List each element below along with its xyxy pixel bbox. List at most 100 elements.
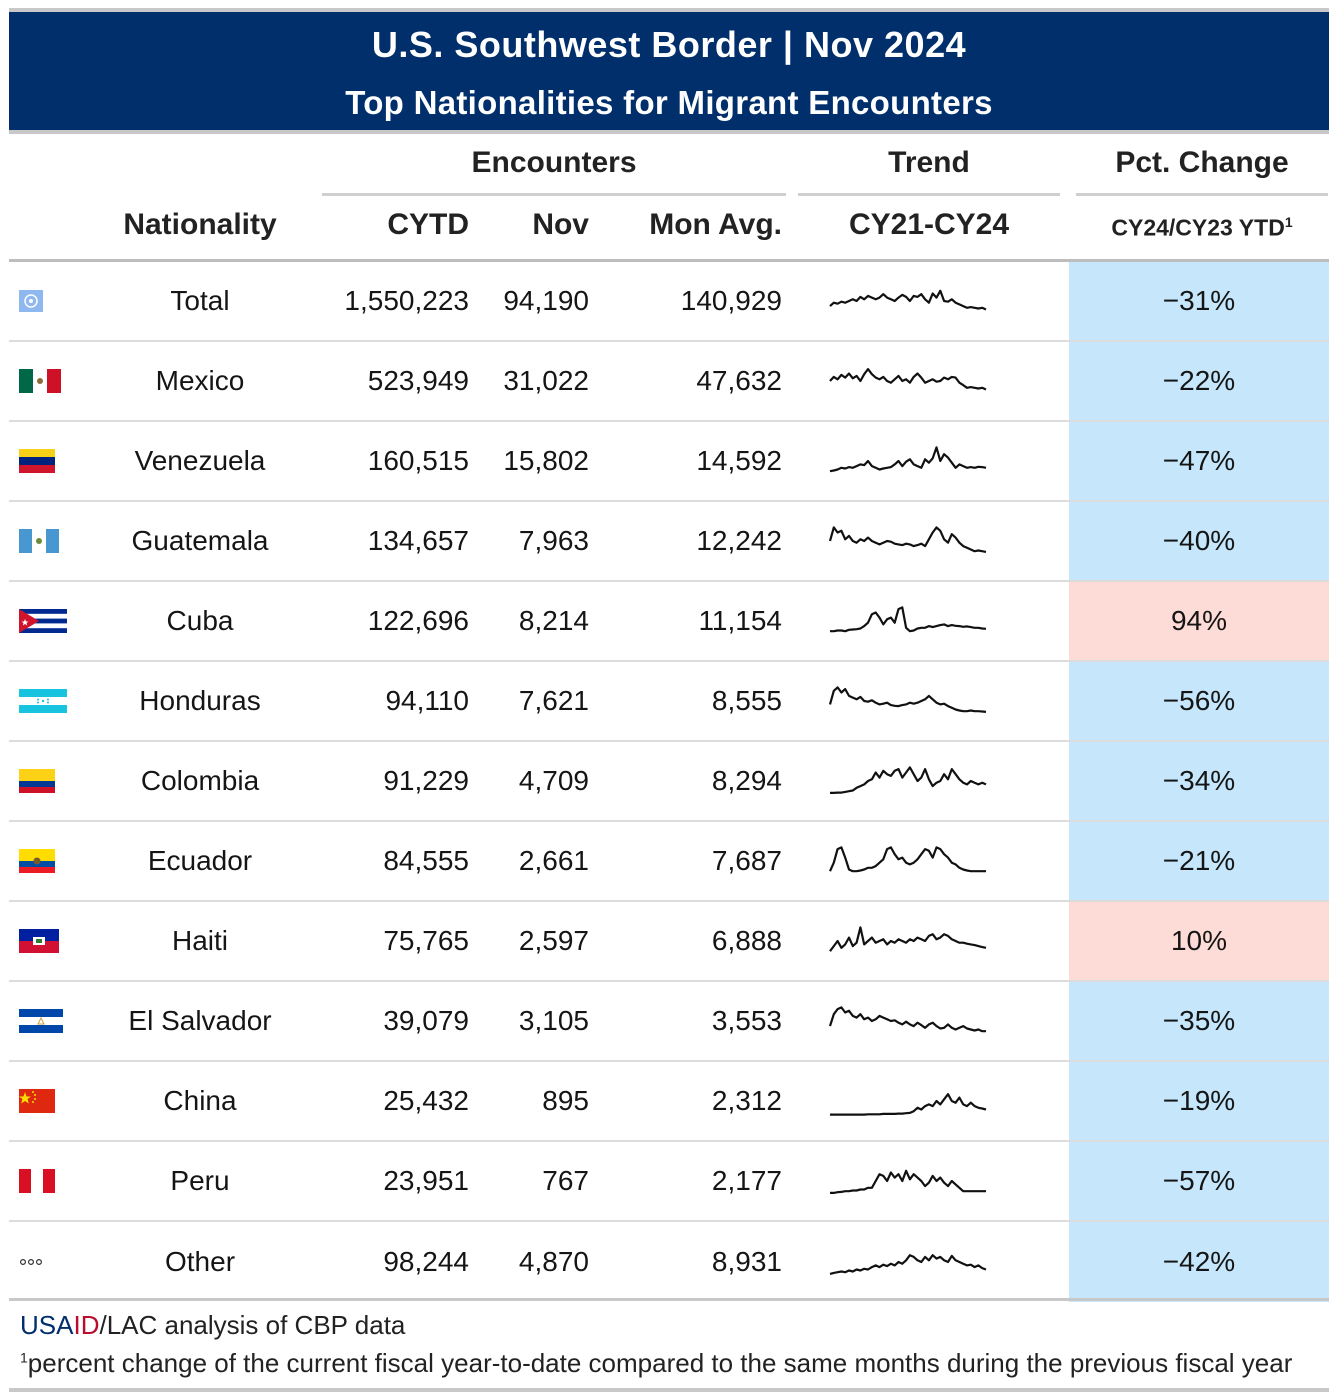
pct-change-cell: −35% [1069,982,1329,1060]
mon-avg-cell: 8,294 [711,765,782,796]
cytd-cell: 134,657 [367,525,469,556]
nationality-cell: Haiti [171,925,228,956]
mon-avg-cell: 2,177 [711,1165,782,1196]
page-title: U.S. Southwest Border | Nov 2024 [371,24,967,65]
trend-line [830,1093,987,1116]
table-row: Cuba 122,696 8,214 11,154 94% [9,582,1329,662]
source-id: ID [73,1310,100,1340]
trend-line [829,926,987,952]
trend-sparkline [829,926,987,952]
trend-line [829,446,987,473]
header-trend-rule [798,193,1060,196]
trend-cell [827,662,997,740]
nationality-cell: China [163,1085,237,1116]
trend-line [828,1006,986,1033]
trend-sparkline [828,846,986,873]
trend-line [830,1169,986,1194]
nationality-cell: Total [170,285,230,316]
nov-cell: 4,870 [518,1246,589,1277]
cytd-cell: 75,765 [383,925,469,956]
header-rule [9,259,1329,262]
table-row: Peru 23,951 767 2,177 −57% [9,1142,1329,1222]
nationality-cell: Guatemala [131,525,269,556]
table-row: El Salvador 39,079 3,105 3,553 −35% [9,982,1329,1062]
trend-sparkline [830,1093,987,1116]
guatemala-flag-icon [19,502,79,580]
mon-avg-cell: 14,592 [696,445,782,476]
nov-cell: 767 [542,1165,589,1196]
table-row: Colombia 91,229 4,709 8,294 −34% [9,742,1329,822]
pct-change-cell: 10% [1069,902,1329,980]
table-row: Mexico 523,949 31,022 47,632 −22% [9,342,1329,422]
table-row: China 25,432 895 2,312 −19% [9,1062,1329,1142]
nationality-cell: Peru [170,1165,230,1196]
header-nov: Nov [532,208,589,241]
table-bottom-rule [9,1298,1329,1301]
nationality-cell: Mexico [155,365,245,396]
trend-line [828,686,987,713]
table-row: Guatemala 134,657 7,963 12,242 −40% [9,502,1329,582]
nationality-cell: Honduras [139,685,261,716]
pct-change-cell: −40% [1069,502,1329,580]
header-trend-range: CY21-CY24 [848,208,1010,241]
trend-sparkline [829,446,987,473]
pct-change-cell: −34% [1069,742,1329,820]
cytd-cell: 122,696 [367,605,469,636]
trend-line [829,368,987,391]
trend-line [829,289,987,311]
cytd-cell: 523,949 [367,365,469,396]
trend-cell [827,342,997,420]
trend-line [828,526,987,553]
haiti-flag-icon [19,902,79,980]
header-pct-basis: CY24/CY23 YTD1 [1076,214,1328,242]
trend-cell [827,822,997,900]
trend-sparkline [829,289,987,311]
trend-cell [827,982,997,1060]
nationality-cell: Ecuador [147,845,253,876]
honduras-flag-icon [19,662,79,740]
trend-line [830,606,987,633]
page-subtitle: Top Nationalities for Migrant Encounters [345,84,993,121]
trend-sparkline [828,1006,986,1033]
header-nationality: Nationality [123,208,277,241]
trend-sparkline [830,766,987,794]
pct-change-cell: −22% [1069,342,1329,420]
trend-cell [827,902,997,980]
nov-cell: 3,105 [518,1005,589,1036]
header-trend: Trend [888,146,970,179]
pct-change-cell: −19% [1069,1062,1329,1140]
end-rule [9,1388,1329,1392]
title-banner: U.S. Southwest Border | Nov 2024 Top Nat… [9,12,1329,130]
trend-line [828,846,986,873]
peru-flag-icon [19,1142,79,1220]
pct-change-cell: −21% [1069,822,1329,900]
trend-cell [827,422,997,500]
header-pct-change: Pct. Change [1115,146,1289,179]
nationality-cell: Cuba [166,605,234,636]
table-row: Other 98,244 4,870 8,931 −42% [9,1222,1329,1302]
mon-avg-cell: 47,632 [696,365,782,396]
trend-sparkline [830,1169,986,1194]
un-flag-icon [19,262,79,340]
trend-sparkline [830,606,987,633]
trend-sparkline [828,526,987,553]
trend-sparkline [829,368,987,391]
nov-cell: 7,621 [518,685,589,716]
ecuador-flag-icon [19,822,79,900]
mon-avg-cell: 2,312 [711,1085,782,1116]
nationality-cell: Other [164,1246,236,1277]
footnote-text: percent change of the current fiscal yea… [27,1348,1293,1378]
trend-sparkline [829,1254,987,1275]
trend-cell [827,1142,997,1220]
nationality-cell: Colombia [140,765,260,796]
nov-cell: 2,661 [518,845,589,876]
header-cytd: CYTD [387,208,469,241]
header-pct-basis-note: 1 [1284,214,1293,230]
trend-cell [827,582,997,660]
header-encounters: Encounters [471,146,637,179]
trend-sparkline [828,686,987,713]
pct-change-cell: −31% [1069,262,1329,340]
other-dots-icon [19,1222,79,1302]
pct-change-cell: −57% [1069,1142,1329,1220]
source-note: USAID/LAC analysis of CBP data [20,1310,405,1341]
